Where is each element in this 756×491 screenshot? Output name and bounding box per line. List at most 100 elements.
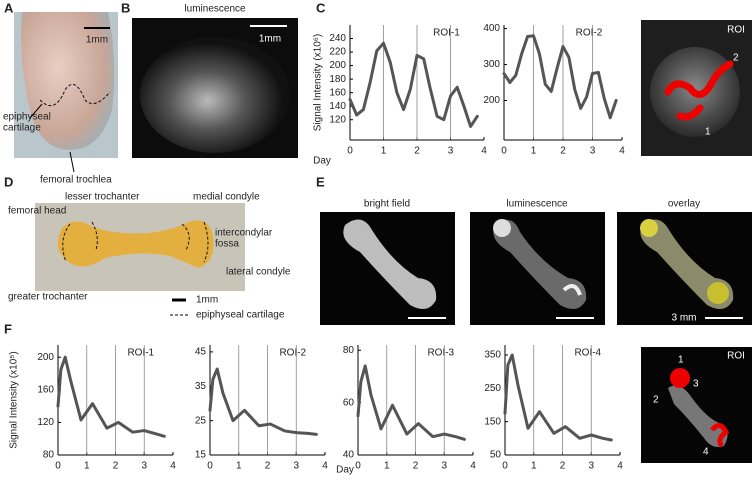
panel-label: B [121,0,130,15]
data-line [502,34,618,120]
y-tick-label: 80 [343,345,355,356]
annotation: medial condyle [193,192,260,203]
y-tick-label: 50 [490,450,502,461]
femur-photo [21,12,115,150]
annotation: fossa [215,239,239,250]
x-tick-label: 0 [501,146,507,157]
x-tick-label: 3 [590,146,596,157]
legend-label: epiphyseal cartilage [196,310,285,321]
y-tick-label: 15 [195,450,207,461]
y-tick-label: 140 [329,101,346,112]
panel-label: E [316,174,325,189]
x-tick-label: 0 [207,461,213,472]
roi-marker: 2 [733,53,739,64]
x-tick-label: 1 [381,146,387,157]
roi-outline [670,368,690,388]
y-tick-label: 180 [329,74,346,85]
x-tick-label: 4 [470,461,476,472]
data-line [503,353,613,442]
x-axis-label: Day [313,156,331,167]
annotation: femoral head [8,206,66,217]
x-tick-label: 4 [619,146,625,157]
panel-label: A [4,0,14,15]
annotation: greater trochanter [8,292,88,303]
scale-label: 3 mm [672,313,697,324]
y-tick-label: 45 [195,347,207,358]
x-tick-label: 4 [481,146,487,157]
roi-title: ROI [727,25,745,36]
x-tick-label: 2 [560,461,566,472]
y-tick-label: 300 [483,59,500,70]
annotation: intercondylar [215,228,273,239]
x-tick-label: 1 [531,461,537,472]
y-tick-label: 200 [37,352,54,363]
x-tick-label: 3 [588,461,594,472]
y-tick-label: 160 [37,384,54,395]
panel-label: C [316,0,326,15]
chart-title: ROI-3 [427,348,454,359]
roi-marker: 1 [678,355,684,366]
x-tick-label: 1 [236,461,242,472]
chart-title: ROI-1 [433,28,460,39]
image-title: luminescence [506,199,568,210]
y-tick-label: 150 [484,416,501,427]
x-tick-label: 2 [414,146,420,157]
y-tick-label: 80 [43,450,55,461]
y-tick-label: 200 [483,95,500,106]
x-tick-label: 2 [265,461,271,472]
chart-title: ROI-2 [279,348,306,359]
y-tick-label: 400 [483,23,500,34]
annotation: epiphyseal [3,112,51,123]
overlay-image [617,212,752,325]
y-tick-label: 120 [37,417,54,428]
y-tick-label: 200 [329,60,346,71]
bone-signal [668,385,728,447]
x-tick-label: 1 [384,461,390,472]
data-line [208,367,318,436]
chart-title: ROI-2 [576,28,603,39]
annotation: lateral condyle [226,267,291,278]
x-tick-label: 3 [441,461,447,472]
leader [29,103,43,119]
image-title: overlay [668,199,700,210]
annotation: lesser trochanter [65,192,140,203]
x-tick-label: 0 [502,461,508,472]
image-title: luminescence [184,4,246,15]
x-tick-label: 1 [84,461,90,472]
data-line [56,355,166,438]
x-tick-label: 3 [141,461,147,472]
y-tick-label: 250 [484,383,501,394]
y-tick-label: 35 [195,381,207,392]
annotation: cartilage [3,123,41,134]
image-title: bright field [364,199,410,210]
x-tick-label: 3 [448,146,454,157]
x-tick-label: 2 [113,461,119,472]
roi-title: ROI [727,351,745,362]
x-tick-label: 0 [55,461,61,472]
x-tick-label: 2 [560,146,566,157]
x-axis-label: Day [336,465,354,476]
bright-field-image [320,212,455,325]
legend-label: 1mm [196,295,218,306]
y-tick-label: 220 [329,47,346,58]
y-axis-label: Signal Intensity (x10⁵) [9,351,20,449]
scale-label: 1mm [259,34,281,45]
y-tick-label: 60 [343,397,355,408]
roi-marker: 4 [703,447,709,458]
x-tick-label: 0 [347,146,353,157]
roi-outline [664,60,734,121]
x-tick-label: 1 [531,146,537,157]
panel-label: F [4,321,12,336]
cartilage-outline [39,83,111,107]
roi-marker: 2 [653,395,659,406]
data-line [348,41,479,128]
roi-marker: 3 [693,379,699,390]
y-tick-label: 240 [329,33,346,44]
y-axis-label: Signal Intensity (x10⁶) [313,34,324,132]
panel-label: D [4,174,13,189]
y-tick-label: 350 [484,350,501,361]
chart-title: ROI-4 [574,348,601,359]
y-tick-label: 40 [343,450,355,461]
x-tick-label: 0 [355,461,361,472]
